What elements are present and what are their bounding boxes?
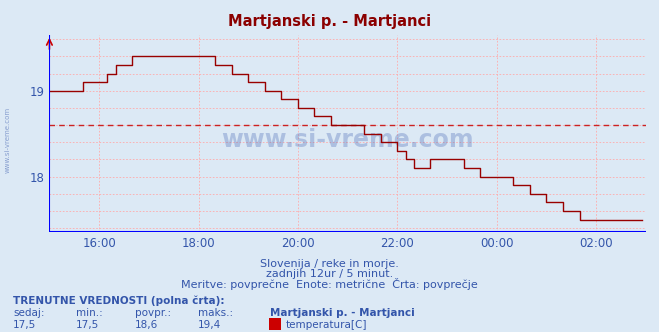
Text: TRENUTNE VREDNOSTI (polna črta):: TRENUTNE VREDNOSTI (polna črta): — [13, 295, 225, 306]
Text: 18,6: 18,6 — [135, 320, 158, 330]
Text: Meritve: povprečne  Enote: metrične  Črta: povprečje: Meritve: povprečne Enote: metrične Črta:… — [181, 278, 478, 290]
Text: zadnjih 12ur / 5 minut.: zadnjih 12ur / 5 minut. — [266, 269, 393, 279]
Text: min.:: min.: — [76, 308, 103, 318]
Text: Martjanski p. - Martjanci: Martjanski p. - Martjanci — [228, 14, 431, 29]
Text: maks.:: maks.: — [198, 308, 233, 318]
Text: www.si-vreme.com: www.si-vreme.com — [5, 106, 11, 173]
Text: sedaj:: sedaj: — [13, 308, 45, 318]
Text: 17,5: 17,5 — [76, 320, 99, 330]
Text: Martjanski p. - Martjanci: Martjanski p. - Martjanci — [270, 308, 415, 318]
Text: www.si-vreme.com: www.si-vreme.com — [221, 127, 474, 151]
Text: 19,4: 19,4 — [198, 320, 221, 330]
Text: temperatura[C]: temperatura[C] — [285, 320, 367, 330]
Text: 17,5: 17,5 — [13, 320, 36, 330]
Text: Slovenija / reke in morje.: Slovenija / reke in morje. — [260, 259, 399, 269]
Text: povpr.:: povpr.: — [135, 308, 171, 318]
